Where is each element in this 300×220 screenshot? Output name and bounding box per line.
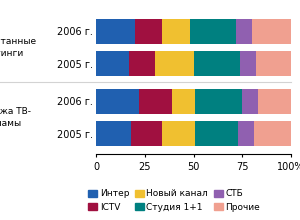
Bar bbox=[194, 51, 240, 76]
Bar bbox=[190, 19, 236, 44]
Bar bbox=[240, 51, 256, 76]
Bar bbox=[162, 19, 190, 44]
Bar bbox=[256, 51, 291, 76]
Legend: Интер, ICTV, Новый канал, Студия 1+1, СТБ, Прочие: Интер, ICTV, Новый канал, Студия 1+1, СТ… bbox=[84, 186, 264, 215]
Text: Выработанные
рейтинги: Выработанные рейтинги bbox=[0, 37, 36, 58]
Bar bbox=[196, 121, 238, 146]
Bar bbox=[96, 51, 129, 76]
Bar bbox=[129, 51, 155, 76]
Bar bbox=[238, 121, 254, 146]
Bar bbox=[96, 19, 135, 44]
Bar bbox=[96, 121, 131, 146]
Bar bbox=[154, 51, 194, 76]
Bar bbox=[254, 121, 291, 146]
Bar bbox=[196, 89, 242, 114]
Bar bbox=[172, 89, 196, 114]
Bar bbox=[131, 121, 162, 146]
Bar bbox=[139, 89, 172, 114]
Bar bbox=[252, 19, 291, 44]
Text: Продажа ТВ-
рекламы: Продажа ТВ- рекламы bbox=[0, 107, 31, 128]
Bar bbox=[242, 89, 258, 114]
Bar bbox=[236, 19, 252, 44]
Bar bbox=[258, 89, 291, 114]
Bar bbox=[162, 121, 196, 146]
Bar bbox=[135, 19, 162, 44]
Bar bbox=[96, 89, 139, 114]
